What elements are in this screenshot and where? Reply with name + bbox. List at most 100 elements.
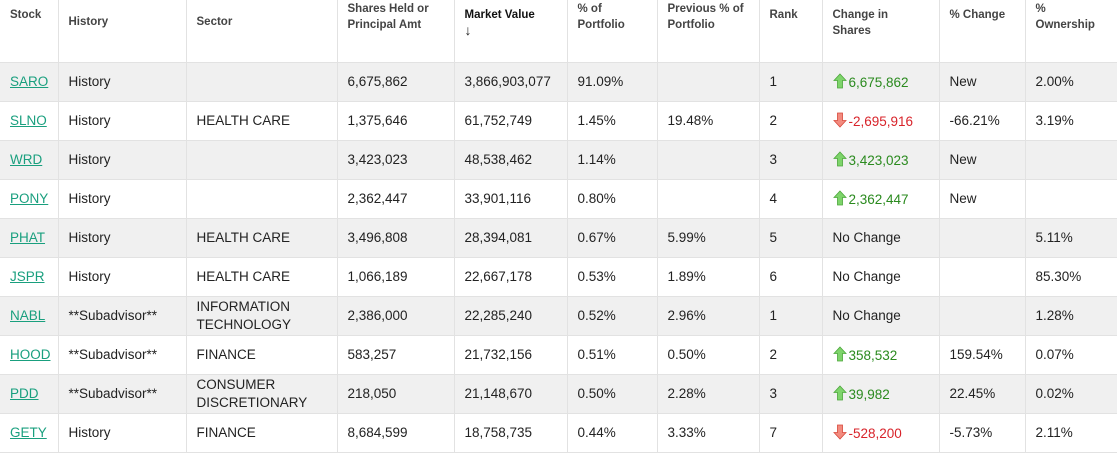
change-shares-value: No Change	[832, 269, 901, 284]
shares-cell: 218,050	[337, 374, 455, 414]
change-shares-value: No Change	[832, 230, 901, 245]
arrow-up-icon	[832, 150, 847, 166]
pct-portfolio-cell: 0.51%	[567, 335, 658, 375]
pct-ownership-cell: 2.00%	[1025, 62, 1117, 102]
sector-cell: FINANCE	[186, 335, 338, 375]
shares-cell: 2,362,447	[337, 179, 455, 219]
shares-cell: 3,496,808	[337, 218, 455, 258]
history-cell: **Subadvisor**	[58, 296, 187, 336]
stock-cell: PONY	[0, 179, 59, 219]
history-link[interactable]: History	[68, 230, 111, 245]
stock-ticker-link[interactable]: SLNO	[10, 113, 47, 128]
arrow-down-icon: ↓	[464, 22, 472, 38]
table-row: JSPR History HEALTH CARE 1,066,189 22,66…	[0, 257, 1117, 297]
rank-cell: 1	[759, 296, 823, 336]
table-row: SLNO History HEALTH CARE 1,375,646 61,75…	[0, 101, 1117, 141]
stock-ticker-link[interactable]: PONY	[10, 191, 49, 206]
change-shares-value: 3,423,023	[832, 150, 909, 168]
stock-ticker-link[interactable]: PHAT	[10, 230, 46, 245]
col-header-pct-portfolio[interactable]: % of Portfolio	[567, 0, 658, 63]
col-header-history[interactable]: History	[58, 0, 187, 63]
shares-cell: 1,066,189	[337, 257, 455, 297]
col-header-pct-change[interactable]: % Change	[939, 0, 1026, 63]
col-header-rank[interactable]: Rank	[759, 0, 823, 63]
change-shares-value: 6,675,862	[832, 72, 909, 90]
stock-cell: JSPR	[0, 257, 59, 297]
prev-pct-portfolio-cell: 0.50%	[657, 335, 760, 375]
change-shares-value: 358,532	[832, 345, 897, 363]
history-value: **Subadvisor**	[68, 386, 158, 401]
stock-ticker-link[interactable]: WRD	[10, 152, 43, 167]
stock-ticker-link[interactable]: SARO	[10, 74, 49, 89]
change-shares-cell: 2,362,447	[822, 179, 940, 219]
col-header-market-value[interactable]: Market Value ↓	[454, 0, 568, 63]
stock-ticker-link[interactable]: PDD	[10, 386, 39, 401]
history-link[interactable]: History	[68, 269, 111, 284]
shares-cell: 583,257	[337, 335, 455, 375]
pct-portfolio-cell: 1.45%	[567, 101, 658, 141]
pct-ownership-cell: 3.19%	[1025, 101, 1117, 141]
prev-pct-portfolio-cell: 1.89%	[657, 257, 760, 297]
stock-ticker-link[interactable]: GETY	[10, 425, 47, 440]
stock-cell: SLNO	[0, 101, 59, 141]
sector-cell: HEALTH CARE	[186, 257, 338, 297]
change-shares-cell: No Change	[822, 218, 940, 258]
change-shares-value: No Change	[832, 308, 901, 323]
history-cell: History	[58, 218, 187, 258]
history-cell: History	[58, 179, 187, 219]
history-cell: History	[58, 140, 187, 180]
pct-change-cell: -66.21%	[939, 101, 1026, 141]
history-link[interactable]: History	[68, 152, 111, 167]
arrow-down-icon	[832, 424, 847, 440]
pct-portfolio-cell: 0.52%	[567, 296, 658, 336]
col-header-prev-pct-portfolio[interactable]: Previous % of Portfolio	[657, 0, 760, 63]
pct-portfolio-cell: 0.44%	[567, 413, 658, 453]
col-header-sector[interactable]: Sector	[186, 0, 338, 63]
stock-ticker-link[interactable]: NABL	[10, 308, 46, 323]
rank-cell: 6	[759, 257, 823, 297]
stock-ticker-link[interactable]: HOOD	[10, 347, 51, 362]
history-value: **Subadvisor**	[68, 308, 158, 323]
stock-cell: PDD	[0, 374, 59, 414]
shares-cell: 3,423,023	[337, 140, 455, 180]
pct-change-cell: -5.73%	[939, 413, 1026, 453]
market-value-cell: 18,758,735	[454, 413, 568, 453]
pct-ownership-cell	[1025, 179, 1117, 219]
col-header-change-shares[interactable]: Change in Shares	[822, 0, 940, 63]
pct-ownership-cell: 2.11%	[1025, 413, 1117, 453]
market-value-cell: 33,901,116	[454, 179, 568, 219]
header-row: Stock History Sector Shares Held or Prin…	[0, 0, 1117, 63]
change-shares-value: 2,362,447	[832, 189, 909, 207]
history-link[interactable]: History	[68, 74, 111, 89]
change-shares-cell: No Change	[822, 257, 940, 297]
arrow-up-icon	[832, 345, 847, 361]
arrow-up-icon	[832, 72, 847, 88]
stock-ticker-link[interactable]: JSPR	[10, 269, 45, 284]
sector-cell: INFORMATION TECHNOLOGY	[186, 296, 338, 336]
table-row: NABL **Subadvisor** INFORMATION TECHNOLO…	[0, 296, 1117, 336]
market-value-cell: 22,667,178	[454, 257, 568, 297]
arrow-up-icon	[832, 384, 847, 400]
prev-pct-portfolio-cell: 2.96%	[657, 296, 760, 336]
col-header-shares[interactable]: Shares Held or Principal Amt	[337, 0, 455, 63]
table-row: PHAT History HEALTH CARE 3,496,808 28,39…	[0, 218, 1117, 258]
change-shares-value: -2,695,916	[832, 112, 913, 129]
col-header-stock[interactable]: Stock	[0, 0, 59, 63]
history-link[interactable]: History	[68, 425, 111, 440]
sector-cell	[186, 62, 338, 102]
col-header-pct-ownership[interactable]: % Ownership	[1025, 0, 1117, 63]
history-value: **Subadvisor**	[68, 347, 158, 362]
history-link[interactable]: History	[68, 113, 111, 128]
stock-cell: WRD	[0, 140, 59, 180]
stock-cell: HOOD	[0, 335, 59, 375]
history-cell: History	[58, 257, 187, 297]
table-row: PDD **Subadvisor** CONSUMER DISCRETIONAR…	[0, 374, 1117, 414]
prev-pct-portfolio-cell: 2.28%	[657, 374, 760, 414]
market-value-cell: 61,752,749	[454, 101, 568, 141]
history-link[interactable]: History	[68, 191, 111, 206]
market-value-cell: 21,732,156	[454, 335, 568, 375]
change-shares-value: 39,982	[832, 384, 890, 402]
history-cell: **Subadvisor**	[58, 374, 187, 414]
arrow-down-icon	[832, 112, 847, 128]
